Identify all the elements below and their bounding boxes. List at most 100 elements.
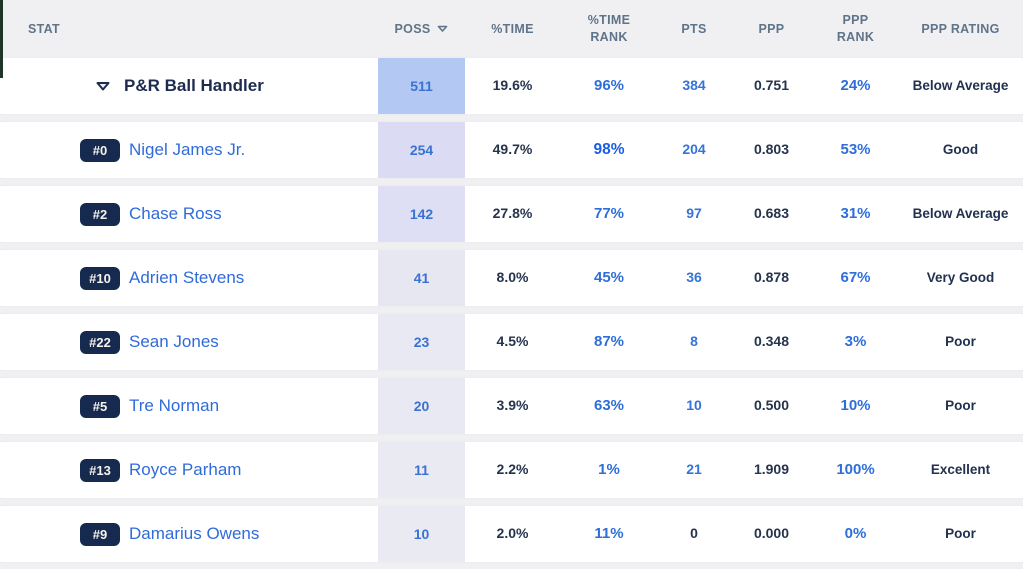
column-header-time[interactable]: %TIME xyxy=(465,22,560,36)
column-header-stat[interactable]: STAT xyxy=(0,22,378,36)
ppp-rank-header-label: PPP RANK xyxy=(836,13,875,44)
ppp-rank-cell: 53% xyxy=(813,141,898,159)
time-rank-value[interactable]: 87% xyxy=(593,333,625,350)
time-cell: 19.6% xyxy=(465,77,560,95)
stat-name-link[interactable]: Sean Jones xyxy=(129,332,219,351)
ppp-value: 0.000 xyxy=(753,525,790,541)
column-header-poss[interactable]: POSS xyxy=(378,22,465,36)
stat-name-link[interactable]: Adrien Stevens xyxy=(129,268,245,287)
pts-value[interactable]: 0 xyxy=(690,525,698,541)
stat-cell: #22 Sean Jones xyxy=(0,314,378,370)
ppp-rank-value[interactable]: 10% xyxy=(840,397,871,414)
ppp-value: 0.500 xyxy=(753,397,790,413)
column-header-ppp-rank[interactable]: PPP RANK xyxy=(813,12,898,46)
poss-value-cell[interactable]: 41 xyxy=(378,250,465,306)
stat-name-link[interactable]: Chase Ross xyxy=(129,204,222,223)
poss-value: 11 xyxy=(414,462,429,478)
ppp-rank-value[interactable]: 67% xyxy=(840,269,871,286)
ppp-header-label: PPP xyxy=(758,22,785,36)
ppp-value: 0.751 xyxy=(753,77,790,93)
ppp-rating-value: Below Average xyxy=(912,206,1009,221)
ppp-rating-cell: Poor xyxy=(898,525,1023,543)
poss-value-cell[interactable]: 142 xyxy=(378,186,465,242)
stat-cell: #13 Royce Parham xyxy=(0,442,378,498)
ppp-rating-cell: Poor xyxy=(898,397,1023,415)
column-header-time-rank[interactable]: %TIME RANK xyxy=(560,12,658,46)
pts-value[interactable]: 36 xyxy=(686,269,702,285)
table-row: #5 Tre Norman 20 3.9% 63% 10 0.500 10% xyxy=(0,378,1023,434)
jersey-badge: #0 xyxy=(80,138,120,162)
time-header-label: %TIME xyxy=(491,22,534,36)
ppp-rating-value: Poor xyxy=(945,398,976,413)
time-rank-value[interactable]: 45% xyxy=(593,269,625,286)
jersey-badge: #10 xyxy=(80,266,120,290)
table-row: #13 Royce Parham 11 2.2% 1% 21 1.909 100… xyxy=(0,442,1023,498)
pts-value[interactable]: 384 xyxy=(682,77,706,93)
time-cell: 3.9% xyxy=(465,397,560,415)
table-body: P&R Ball Handler 511 19.6% 96% 384 0.751… xyxy=(0,58,1023,562)
pts-header-label: PTS xyxy=(681,22,707,36)
ppp-cell: 0.683 xyxy=(730,205,813,223)
ppp-rank-value[interactable]: 3% xyxy=(844,333,867,350)
poss-value: 20 xyxy=(413,398,430,414)
jersey-badge: #22 xyxy=(80,330,120,354)
ppp-rank-cell: 67% xyxy=(813,269,898,287)
time-rank-value[interactable]: 11% xyxy=(594,525,624,542)
time-rank-value[interactable]: 77% xyxy=(593,205,625,222)
time-rank-value[interactable]: 1% xyxy=(598,461,620,478)
pts-cell: 10 xyxy=(658,397,730,415)
stat-name-link[interactable]: P&R Ball Handler xyxy=(124,76,264,95)
ppp-rating-value: Poor xyxy=(945,526,976,541)
ppp-rank-cell: 100% xyxy=(813,461,898,479)
ppp-rank-cell: 3% xyxy=(813,333,898,351)
pts-value[interactable]: 204 xyxy=(682,141,706,157)
ppp-rank-value[interactable]: 31% xyxy=(840,205,871,222)
time-cell: 2.2% xyxy=(465,461,560,479)
ppp-rating-cell: Below Average xyxy=(898,205,1023,223)
ppp-rating-header-label: PPP RATING xyxy=(921,22,1000,36)
ppp-rank-value[interactable]: 53% xyxy=(840,141,871,158)
poss-value-cell[interactable]: 11 xyxy=(378,442,465,498)
poss-value-cell[interactable]: 511 xyxy=(378,58,465,114)
pts-value[interactable]: 8 xyxy=(690,333,698,349)
stat-name-link[interactable]: Tre Norman xyxy=(129,396,220,415)
collapse-chevron-icon[interactable] xyxy=(95,81,111,92)
ppp-rating-cell: Below Average xyxy=(898,77,1023,95)
poss-value-cell[interactable]: 10 xyxy=(378,506,465,562)
pts-cell: 97 xyxy=(658,205,730,223)
time-rank-value[interactable]: 63% xyxy=(593,397,625,414)
ppp-rank-value[interactable]: 100% xyxy=(836,461,875,478)
ppp-rank-cell: 31% xyxy=(813,205,898,223)
ppp-value: 0.348 xyxy=(753,333,790,349)
jersey-badge: #13 xyxy=(80,458,120,482)
poss-value-cell[interactable]: 20 xyxy=(378,378,465,434)
column-header-pts[interactable]: PTS xyxy=(658,22,730,36)
pts-value[interactable]: 21 xyxy=(686,461,702,477)
stat-name-link[interactable]: Royce Parham xyxy=(129,460,242,479)
time-rank-value[interactable]: 98% xyxy=(593,141,625,158)
stat-name-link[interactable]: Damarius Owens xyxy=(129,524,260,543)
table-row: #9 Damarius Owens 10 2.0% 11% 0 0.000 0% xyxy=(0,506,1023,562)
jersey-badge: #9 xyxy=(80,522,120,546)
time-cell: 4.5% xyxy=(465,333,560,351)
stat-name-link[interactable]: Nigel James Jr. xyxy=(129,140,246,159)
time-value: 19.6% xyxy=(492,77,533,93)
time-rank-cell: 96% xyxy=(560,77,658,95)
ppp-rating-value: Below Average xyxy=(912,78,1009,93)
time-rank-value[interactable]: 96% xyxy=(593,77,625,94)
ppp-cell: 0.500 xyxy=(730,397,813,415)
column-header-ppp[interactable]: PPP xyxy=(730,22,813,36)
poss-value-cell[interactable]: 254 xyxy=(378,122,465,178)
pts-value[interactable]: 10 xyxy=(686,397,702,413)
column-header-ppp-rating[interactable]: PPP RATING xyxy=(898,22,1023,36)
jersey-badge: #2 xyxy=(80,202,120,226)
ppp-rank-value[interactable]: 0% xyxy=(844,525,867,542)
pts-value[interactable]: 97 xyxy=(686,205,702,221)
ppp-cell: 0.878 xyxy=(730,269,813,287)
poss-value-cell[interactable]: 23 xyxy=(378,314,465,370)
ppp-rank-value[interactable]: 24% xyxy=(840,77,871,94)
ppp-value: 1.909 xyxy=(753,461,790,477)
time-rank-header-label: %TIME RANK xyxy=(587,13,631,44)
table-row: #2 Chase Ross 142 27.8% 77% 97 0.683 31% xyxy=(0,186,1023,242)
